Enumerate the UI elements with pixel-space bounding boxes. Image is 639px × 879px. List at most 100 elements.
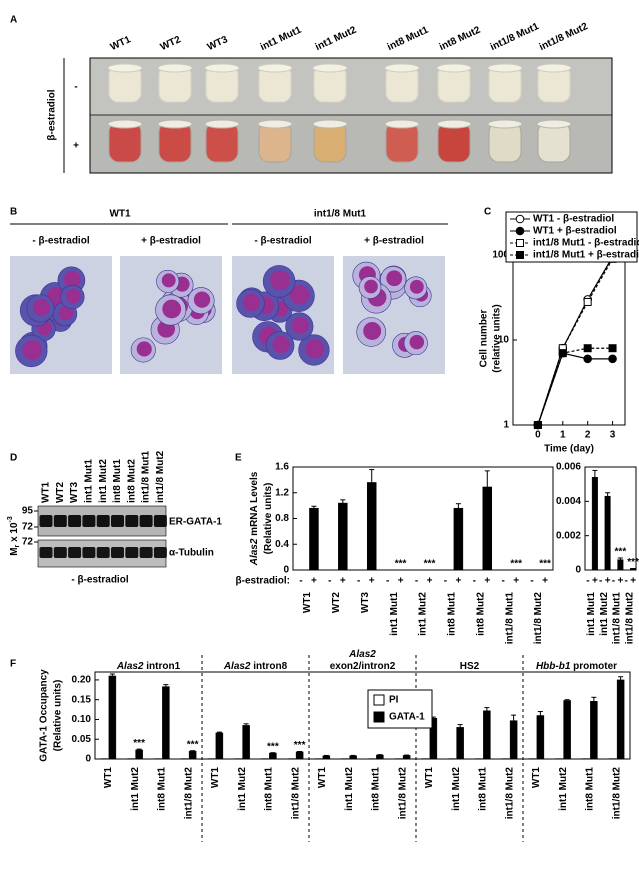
band xyxy=(153,547,167,558)
group-title-part: Alas2 xyxy=(348,649,376,660)
blot-label: ER-GATA-1 xyxy=(169,517,222,528)
nucleus xyxy=(409,334,425,350)
bar xyxy=(536,715,545,760)
y-tick-label: 0 xyxy=(283,565,289,576)
legend-marker xyxy=(515,226,525,236)
x-tick-label: int1/8 Mut2 xyxy=(624,592,635,645)
bar xyxy=(135,749,143,760)
panel-label: E xyxy=(235,453,242,464)
sign-label: + xyxy=(605,576,611,587)
panel-label: B xyxy=(10,207,17,218)
bar xyxy=(453,507,464,571)
y-tick-label: 1.6 xyxy=(275,462,289,473)
nucleus xyxy=(136,341,152,357)
nucleus xyxy=(364,279,378,294)
bar xyxy=(456,727,464,760)
point xyxy=(583,297,592,306)
x-tick-label: WT1 xyxy=(302,592,313,614)
x-tick-label: int1/8 Mut2 xyxy=(397,767,408,820)
significance-label: *** xyxy=(627,557,639,568)
bar xyxy=(630,568,637,571)
x-tick-label: WT1 xyxy=(317,767,328,789)
bar xyxy=(590,701,598,760)
group-title: HS2 xyxy=(460,661,480,672)
plot-frame xyxy=(292,466,554,571)
band xyxy=(53,515,67,527)
y-axis-label: Alas2 mRNA Levels xyxy=(249,471,260,566)
lane-label: int1 Mut1 xyxy=(84,459,95,503)
band xyxy=(139,547,153,558)
sign-label: + xyxy=(617,576,623,587)
tube-rim xyxy=(436,119,472,129)
nucleus xyxy=(386,270,403,287)
sign-label: + xyxy=(513,576,519,587)
x-tick-label: int1/8 Mut2 xyxy=(290,767,301,820)
x-tick-label: int1 Mut2 xyxy=(558,767,569,811)
x-tick-label: int1/8 Mut2 xyxy=(611,767,622,820)
bar xyxy=(509,720,518,760)
lane-label: int1/8 Mut1 xyxy=(141,450,152,503)
band xyxy=(125,547,139,558)
group-title-part: exon2/intron2 xyxy=(330,661,396,672)
y-tick-label: 10 xyxy=(498,335,510,346)
tube-rim xyxy=(107,119,143,129)
point xyxy=(608,344,617,353)
tube-rim xyxy=(384,119,420,129)
y-tick-label: 0.006 xyxy=(556,462,581,473)
series-line xyxy=(537,256,614,426)
sign-label: - xyxy=(586,576,589,587)
bar xyxy=(616,679,625,760)
band xyxy=(111,515,124,527)
group-title-part: Alas2 xyxy=(223,661,251,672)
significance-label: *** xyxy=(615,547,627,558)
x-tick-label: int1 Mut2 xyxy=(451,767,462,811)
panel-label: F xyxy=(10,659,16,670)
mass-axis-part: r xyxy=(14,544,21,547)
band xyxy=(68,515,82,527)
y-tick-label: 0.004 xyxy=(556,496,581,507)
group-title-part: HS2 xyxy=(460,661,480,672)
tube-rim xyxy=(204,63,240,73)
sign-label: + xyxy=(630,576,636,587)
sign-label: + xyxy=(542,576,548,587)
marker-label: 95 xyxy=(22,506,34,517)
sign-label: - xyxy=(501,576,504,587)
bar xyxy=(349,755,357,760)
x-tick-label: int8 Mut1 xyxy=(478,767,489,811)
band xyxy=(96,515,110,527)
x-tick-label: WT3 xyxy=(360,592,371,614)
column-label: int1/8 Mut1 xyxy=(489,21,541,53)
blot-label: α-Tubulin xyxy=(169,548,214,559)
x-tick-label: int8 Mut1 xyxy=(157,767,168,811)
group-title: Hbb-b1 promoter xyxy=(536,661,617,672)
bar xyxy=(617,559,624,571)
y-tick-label: 0.002 xyxy=(556,530,581,541)
band xyxy=(39,515,53,527)
legend-label: WT1 - β-estradiol xyxy=(533,214,614,225)
y-tick-label: 1.2 xyxy=(275,487,289,498)
point xyxy=(533,421,542,429)
sign-label: - xyxy=(299,576,302,587)
y-tick-label: 1 xyxy=(503,420,509,431)
legend-box xyxy=(505,211,638,263)
bar xyxy=(322,755,331,760)
sign-label: - xyxy=(415,576,418,587)
x-tick-label: WT2 xyxy=(331,592,342,614)
column-label: int8 Mut2 xyxy=(438,24,483,53)
bar xyxy=(366,482,377,571)
x-tick-label: int1 Mut2 xyxy=(344,767,355,811)
group-title: Alas2 intron1 xyxy=(116,661,181,672)
x-tick-label: WT1 xyxy=(531,767,542,789)
x-tick-label: 3 xyxy=(610,430,616,441)
group-title-part: Hbb-b1 xyxy=(536,661,571,672)
x-tick-label: 2 xyxy=(585,430,591,441)
x-tick-label: int1 Mut2 xyxy=(418,592,429,636)
x-tick-label: int1 Mut1 xyxy=(586,592,597,636)
column-label: WT3 xyxy=(206,34,230,53)
x-tick-label: 0 xyxy=(535,430,541,441)
sign-label: - xyxy=(612,576,615,587)
tube-rim xyxy=(487,119,523,129)
point xyxy=(583,344,592,353)
lane-label: int1 Mut2 xyxy=(98,459,109,503)
